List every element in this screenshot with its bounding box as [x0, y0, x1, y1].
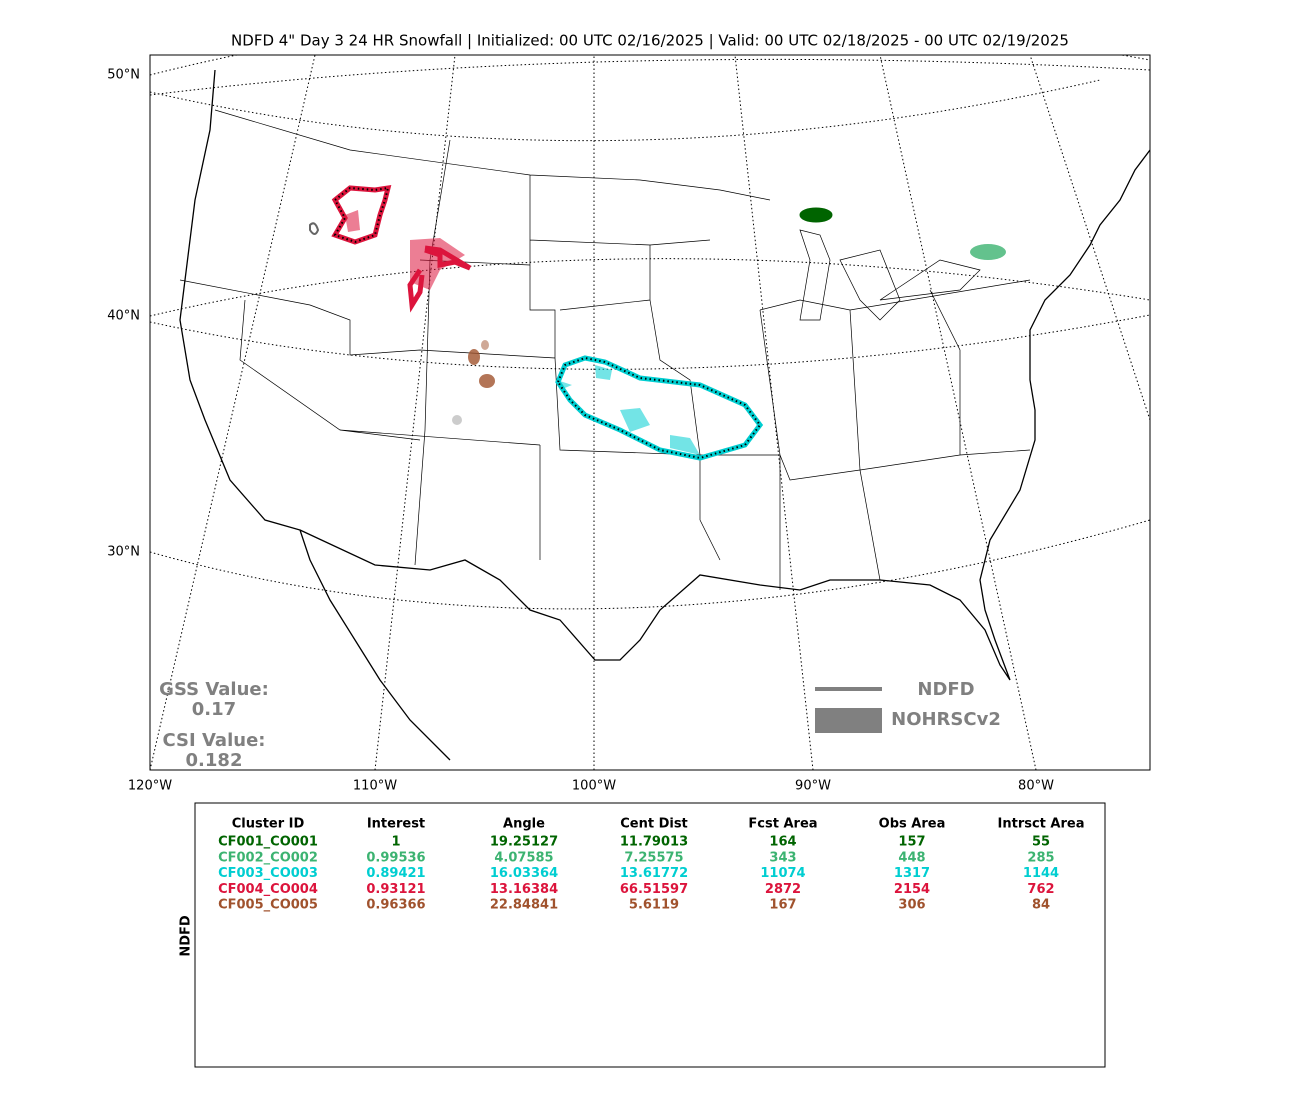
table-cell: 19.25127	[490, 835, 558, 850]
table-cell: 4.07585	[494, 850, 553, 865]
title: NDFD 4" Day 3 24 HR Snowfall | Initializ…	[231, 32, 1069, 50]
table-cell: 0.99536	[366, 850, 425, 865]
table-cell: 0.93121	[366, 882, 425, 897]
gss-label: GSS Value:	[159, 679, 269, 700]
table-header: Obs Area	[879, 817, 946, 832]
map-frame	[149, 54, 1151, 771]
table-cell: 2872	[765, 882, 801, 897]
table-cell: 13.61772	[620, 866, 688, 881]
lon-label: 120°W	[128, 779, 172, 794]
table-cell: 306	[898, 898, 925, 913]
table-cell: 1	[391, 835, 400, 850]
table-cell: 167	[769, 898, 796, 913]
table-cell: CF004_CO004	[218, 882, 318, 897]
table-cell: 7.25575	[624, 850, 683, 865]
table-cell: 285	[1027, 850, 1054, 865]
table-cell: CF003_CO003	[218, 866, 318, 881]
table-cell: 66.51597	[620, 882, 688, 897]
table-cell: CF005_CO005	[218, 898, 318, 913]
lat-label: 50°N	[107, 68, 140, 83]
csi-label: CSI Value:	[163, 730, 266, 751]
lat-label: 40°N	[107, 309, 140, 324]
table-cell: 2154	[894, 882, 930, 897]
lat-label: 30°N	[107, 545, 140, 560]
legend-line: NDFD	[917, 679, 974, 700]
map: 50°N 40°N 30°N 120°W 110°W 100°W 90°W 80°W GSS…	[107, 54, 1151, 794]
table-side-label: NDFD	[179, 915, 194, 957]
table-header: Intrsct Area	[998, 817, 1085, 832]
table-cell: 343	[769, 850, 796, 865]
table-header: Fcst Area	[748, 817, 817, 832]
table-cell: CF001_CO001	[218, 835, 318, 850]
table-cell: 16.03364	[490, 866, 558, 881]
table-cell: 448	[898, 850, 925, 865]
table-cell: 1144	[1023, 866, 1059, 881]
gss-value: 0.17	[192, 699, 236, 720]
lon-label: 100°W	[572, 779, 616, 794]
table-header: Angle	[503, 817, 545, 832]
table-cell: 157	[898, 835, 925, 850]
table-cell: 0.89421	[366, 866, 425, 881]
table-header: Interest	[367, 817, 425, 832]
lon-label: 80°W	[1018, 779, 1054, 794]
table-cell: 762	[1027, 882, 1054, 897]
table-cell: 13.16384	[490, 882, 558, 897]
table-cell: 164	[769, 835, 796, 850]
table-cell: CF002_CO002	[218, 850, 318, 865]
lon-label: 110°W	[353, 779, 397, 794]
lon-label: 90°W	[795, 779, 831, 794]
table-header: Cluster ID	[232, 817, 305, 832]
table-frame	[194, 802, 1106, 1068]
table-cell: 5.6119	[629, 898, 679, 913]
table-cell: 11.79013	[620, 835, 688, 850]
table-cell: 1317	[894, 866, 930, 881]
legend-fill: NOHRSCv2	[891, 709, 1001, 730]
table-cell: 11074	[760, 866, 805, 881]
table-cell: 0.96366	[366, 898, 425, 913]
table-cell: 84	[1032, 898, 1050, 913]
table-cell: 22.84841	[490, 898, 558, 913]
table-cell: 55	[1032, 835, 1050, 850]
table-header: Cent Dist	[620, 817, 688, 832]
csi-value: 0.182	[186, 750, 243, 771]
